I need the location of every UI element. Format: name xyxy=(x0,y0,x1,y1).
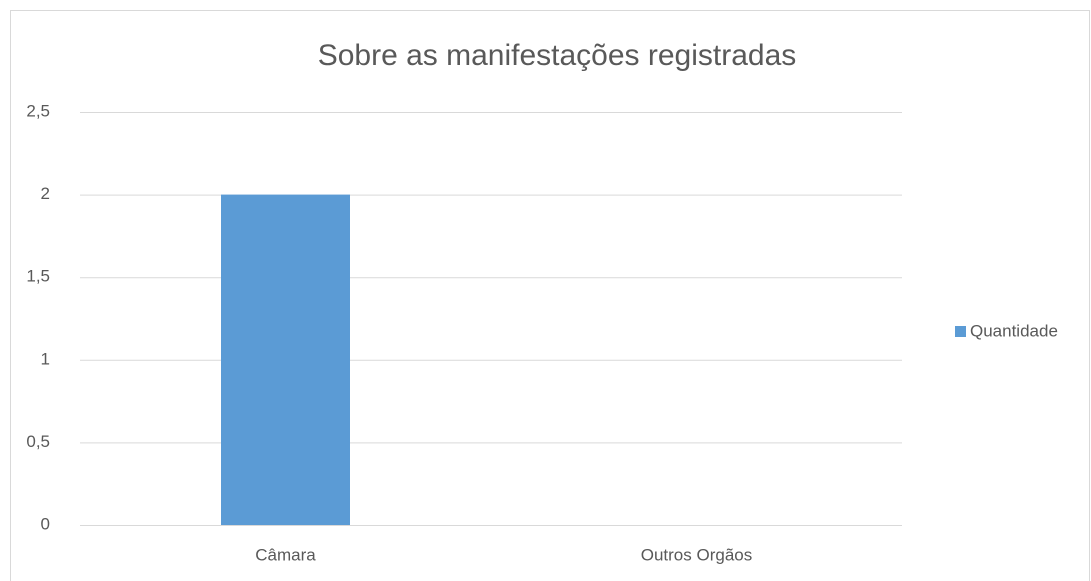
x-tick-label: Outros Orgãos xyxy=(641,545,753,564)
y-tick-label: 2,5 xyxy=(26,101,50,120)
chart-frame xyxy=(10,10,1090,581)
y-tick-label: 1,5 xyxy=(26,267,50,286)
y-tick-label: 0,5 xyxy=(26,432,50,451)
chart-title: Sobre as manifestações registradas xyxy=(318,39,797,72)
y-tick-label: 1 xyxy=(41,349,50,368)
legend-swatch xyxy=(955,326,966,337)
x-tick-label: Câmara xyxy=(255,545,316,564)
y-tick-label: 2 xyxy=(41,184,50,203)
bar xyxy=(221,194,350,525)
legend-label: Quantidade xyxy=(970,321,1058,340)
y-tick-label: 0 xyxy=(41,514,50,533)
